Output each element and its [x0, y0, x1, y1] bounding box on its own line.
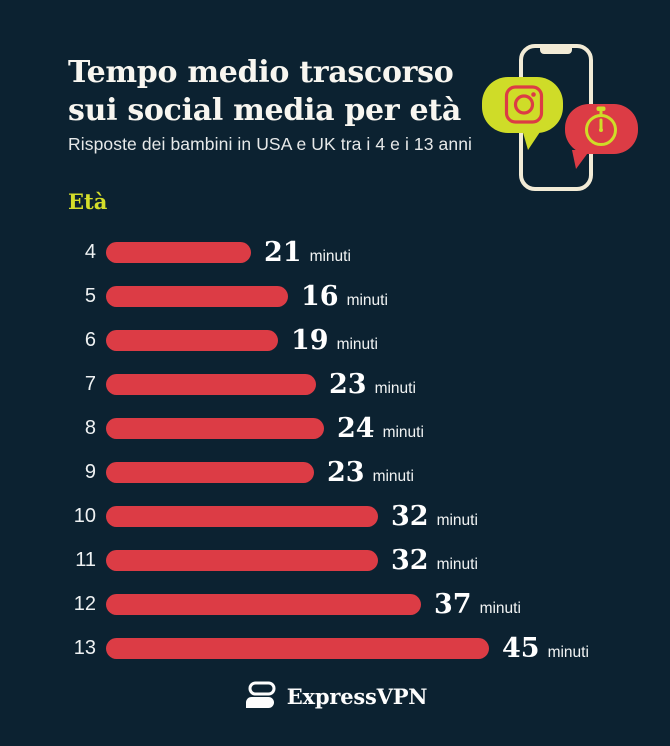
chart-row: 6 19 minuti	[0, 318, 670, 362]
age-label: 11	[75, 548, 96, 571]
chart-row: 12 37 minuti	[0, 582, 670, 626]
age-label: 4	[84, 240, 96, 263]
bar	[106, 241, 251, 263]
value-number: 16	[301, 280, 339, 312]
chart-row: 11 32 minuti	[0, 538, 670, 582]
value-unit: minuti	[382, 423, 424, 441]
value-number: 24	[337, 412, 375, 444]
brand-footer: ExpressVPN	[0, 681, 670, 711]
chart-row: 13 45 minuti	[0, 626, 670, 670]
value-number: 32	[391, 500, 429, 532]
brand-name: ExpressVPN	[286, 683, 428, 709]
value-number: 45	[502, 632, 540, 664]
value-number: 37	[434, 588, 472, 620]
age-label: 7	[84, 372, 96, 395]
bar-chart: 4 21 minuti 5 16 minuti 6 19 minuti 7 23 minuti 8 24 m…	[0, 230, 670, 670]
age-label: 6	[84, 328, 96, 351]
chart-row: 10 32 minuti	[0, 494, 670, 538]
value-number: 23	[327, 456, 365, 488]
instagram-bubble	[482, 77, 563, 150]
phone-social-illustration	[482, 44, 638, 191]
age-label: 13	[73, 636, 96, 659]
stopwatch-bubble	[565, 104, 638, 169]
instagram-icon	[504, 85, 544, 124]
age-label: 12	[73, 592, 96, 615]
value-number: 19	[291, 324, 329, 356]
value-unit: minuti	[436, 555, 478, 573]
expressvpn-logo-icon	[245, 681, 276, 708]
value-unit: minuti	[374, 379, 416, 397]
stopwatch-icon	[585, 106, 617, 146]
value-unit: minuti	[309, 247, 351, 265]
chart-row: 4 21 minuti	[0, 230, 670, 274]
chart-row: 7 23 minuti	[0, 362, 670, 406]
chart-row: 8 24 minuti	[0, 406, 670, 450]
bar	[106, 637, 489, 659]
age-label: 9	[84, 460, 96, 483]
page-subtitle: Risposte dei bambini in USA e UK tra i 4…	[68, 134, 473, 154]
value-unit: minuti	[479, 599, 521, 617]
bar	[106, 417, 324, 439]
value-label: 19 minuti	[291, 325, 378, 356]
value-number: 32	[391, 544, 429, 576]
value-label: 32 minuti	[391, 545, 478, 576]
title-line-2: sui social media per età	[68, 93, 461, 128]
value-label: 16 minuti	[301, 281, 388, 312]
title-line-1: Tempo medio trascorso	[68, 55, 454, 90]
value-label: 23 minuti	[327, 457, 414, 488]
bar	[106, 505, 378, 527]
value-label: 32 minuti	[391, 501, 478, 532]
bar	[106, 461, 314, 483]
axis-label-eta: Età	[68, 189, 108, 214]
value-unit: minuti	[336, 335, 378, 353]
value-label: 21 minuti	[264, 237, 351, 268]
value-label: 24 minuti	[337, 413, 424, 444]
value-unit: minuti	[346, 291, 388, 309]
age-label: 10	[73, 504, 96, 527]
bar	[106, 549, 378, 571]
value-label: 37 minuti	[434, 589, 521, 620]
value-unit: minuti	[547, 643, 589, 661]
bar	[106, 593, 421, 615]
bar	[106, 329, 278, 351]
age-label: 5	[84, 284, 96, 307]
value-unit: minuti	[436, 511, 478, 529]
page-title: Tempo medio trascorso sui social media p…	[68, 54, 461, 130]
value-label: 23 minuti	[329, 369, 416, 400]
age-label: 8	[84, 416, 96, 439]
chart-row: 9 23 minuti	[0, 450, 670, 494]
value-unit: minuti	[372, 467, 414, 485]
value-number: 21	[264, 236, 302, 268]
bar	[106, 373, 316, 395]
chart-row: 5 16 minuti	[0, 274, 670, 318]
value-label: 45 minuti	[502, 633, 589, 664]
value-number: 23	[329, 368, 367, 400]
bar	[106, 285, 288, 307]
